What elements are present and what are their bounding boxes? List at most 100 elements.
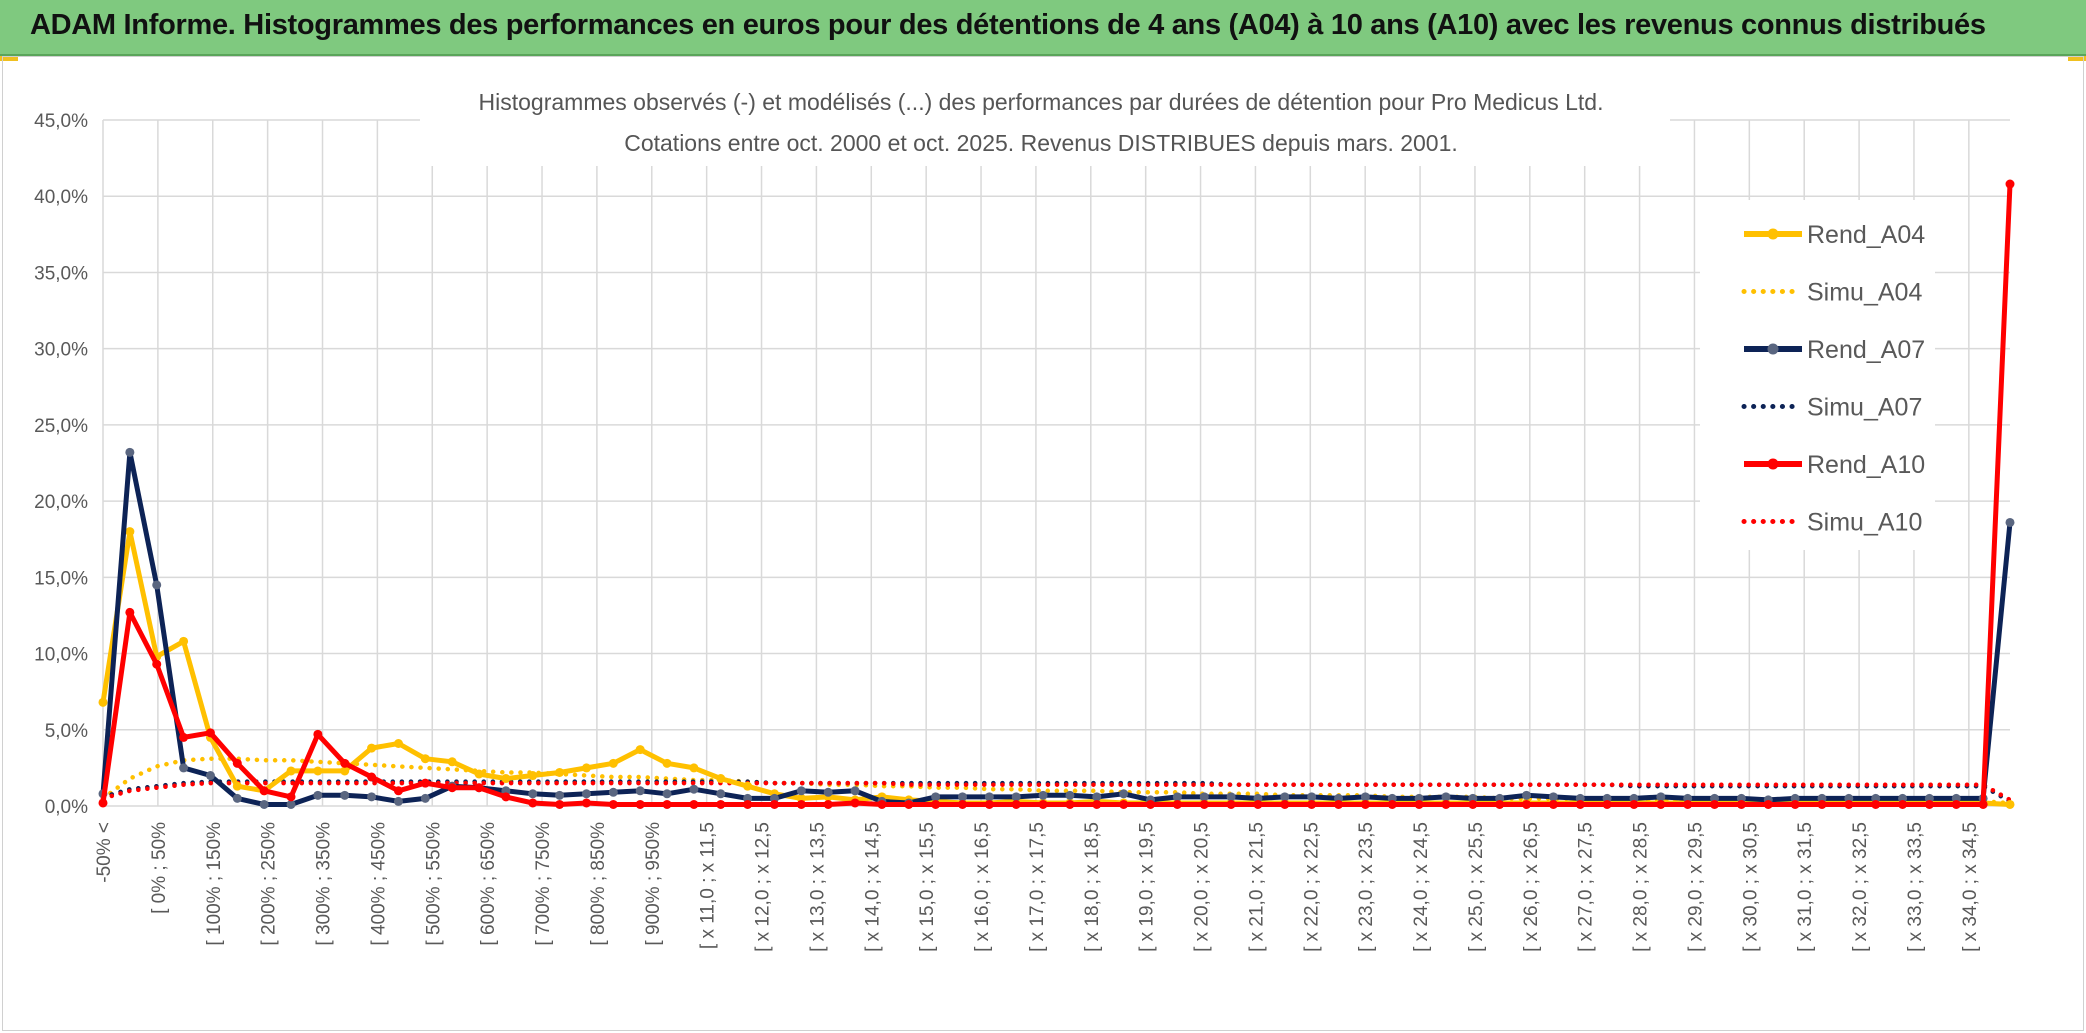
data-point-Rend_A10 — [1978, 799, 1988, 809]
data-point-Rend_A10 — [689, 799, 699, 809]
data-point-Rend_A07 — [716, 789, 726, 799]
data-point-Rend_A10 — [716, 799, 726, 809]
data-point-Rend_A10 — [796, 799, 806, 809]
corner-accent — [2068, 56, 2086, 61]
data-point-Rend_A07 — [581, 789, 591, 799]
data-point-Rend_A07 — [340, 790, 350, 800]
data-point-Rend_A10 — [474, 783, 484, 793]
data-point-Rend_A10 — [1683, 799, 1693, 809]
data-point-Rend_A10 — [1199, 799, 1209, 809]
data-point-Rend_A04 — [232, 781, 242, 791]
x-tick-label: [ x 24,0 ; x 24,5 — [1411, 822, 1432, 952]
data-point-Rend_A10 — [1790, 799, 1800, 809]
x-tick-label: [ x 28,0 ; x 28,5 — [1631, 822, 1652, 952]
data-point-Rend_A10 — [125, 607, 135, 617]
x-tick-label: [ 500% ; 550% — [423, 822, 444, 946]
data-point-Rend_A10 — [1065, 799, 1075, 809]
data-point-Rend_A10 — [286, 792, 296, 802]
data-point-Rend_A10 — [581, 798, 591, 808]
data-point-Rend_A10 — [1146, 799, 1156, 809]
data-point-Rend_A10 — [1495, 799, 1505, 809]
data-point-Rend_A10 — [904, 799, 914, 809]
x-tick-label: [ x 31,0 ; x 31,5 — [1795, 822, 1816, 952]
data-point-Rend_A07 — [367, 792, 377, 802]
data-point-Rend_A04 — [420, 754, 430, 764]
data-point-Rend_A07 — [823, 787, 833, 797]
data-point-Rend_A04 — [340, 766, 350, 776]
x-tick-label: [ 300% ; 350% — [314, 822, 335, 946]
data-point-Rend_A10 — [1011, 799, 1021, 809]
data-point-Rend_A10 — [1844, 799, 1854, 809]
data-point-Rend_A04 — [98, 697, 108, 707]
x-tick-label: [ 600% ; 650% — [478, 822, 499, 946]
data-point-Rend_A10 — [743, 799, 753, 809]
data-point-Rend_A10 — [447, 783, 457, 793]
data-point-Rend_A10 — [1468, 799, 1478, 809]
x-tick-label: -50% < — [94, 822, 115, 883]
data-point-Rend_A10 — [1334, 799, 1344, 809]
data-point-Rend_A10 — [1871, 799, 1881, 809]
data-point-Rend_A04 — [608, 758, 618, 768]
data-point-Rend_A10 — [1280, 799, 1290, 809]
x-tick-label: [ x 11,0 ; x 11,5 — [698, 822, 719, 949]
x-tick-label: [ x 18,0 ; x 18,5 — [1082, 822, 1103, 952]
data-point-Rend_A07 — [1119, 789, 1129, 799]
title-backdrop — [420, 82, 1670, 166]
chart-subtitle: Cotations entre oct. 2000 et oct. 2025. … — [624, 130, 1458, 156]
data-point-Rend_A04 — [313, 766, 323, 776]
data-point-Rend_A10 — [259, 786, 269, 796]
x-tick-label: [ x 21,0 ; x 21,5 — [1246, 822, 1267, 952]
legend-label: Simu_A04 — [1807, 279, 1922, 307]
data-point-Rend_A10 — [1548, 799, 1558, 809]
data-point-Rend_A10 — [1656, 799, 1666, 809]
y-tick-label: 35,0% — [34, 263, 88, 284]
x-tick-label: [ x 32,0 ; x 32,5 — [1850, 822, 1871, 952]
x-tick-label: [ x 20,0 ; x 20,5 — [1192, 822, 1213, 952]
data-point-Rend_A10 — [1817, 799, 1827, 809]
data-point-Rend_A10 — [1629, 799, 1639, 809]
data-point-Rend_A10 — [1736, 799, 1746, 809]
series-line-Rend_A04 — [100, 529, 2011, 807]
data-point-Rend_A10 — [1710, 799, 1720, 809]
legend-marker — [1767, 343, 1779, 355]
x-tick-label: [ x 27,0 ; x 27,5 — [1576, 822, 1597, 952]
data-point-Rend_A04 — [635, 745, 645, 755]
data-point-Rend_A07 — [259, 799, 269, 809]
data-point-Rend_A07 — [1360, 792, 1370, 802]
data-point-Rend_A10 — [501, 792, 511, 802]
x-tick-label: [ 0% ; 50% — [149, 822, 170, 914]
data-point-Rend_A07 — [1011, 792, 1021, 802]
x-tick-label: [ 700% ; 750% — [533, 822, 554, 946]
data-point-Rend_A10 — [1898, 799, 1908, 809]
data-point-Rend_A07 — [796, 786, 806, 796]
x-tick-label: [ x 13,0 ; x 13,5 — [807, 822, 828, 952]
data-point-Rend_A10 — [420, 778, 430, 788]
x-axis-ticks: -50% < [ 0% ; 50% [ 100% ; 150% [ 200% ; 25… — [94, 822, 1981, 952]
legend-marker — [1767, 228, 1779, 240]
data-point-Rend_A10 — [1253, 799, 1263, 809]
data-point-Rend_A10 — [662, 799, 672, 809]
y-tick-label: 0,0% — [45, 797, 88, 818]
data-point-Rend_A07 — [393, 796, 403, 806]
series-lines — [98, 179, 2015, 809]
x-tick-label: [ x 30,0 ; x 30,5 — [1740, 822, 1761, 952]
data-point-Rend_A07 — [179, 763, 189, 773]
data-point-Rend_A04 — [689, 763, 699, 773]
data-point-Rend_A07 — [931, 792, 941, 802]
data-point-Rend_A10 — [367, 772, 377, 782]
x-tick-label: [ x 26,0 ; x 26,5 — [1521, 822, 1542, 952]
data-point-Rend_A07 — [1441, 792, 1451, 802]
data-point-Rend_A10 — [957, 799, 967, 809]
data-point-Rend_A10 — [877, 799, 887, 809]
data-point-Rend_A10 — [931, 799, 941, 809]
data-point-Rend_A10 — [1414, 799, 1424, 809]
y-axis-ticks: 0,0% 5,0% 10,0% 15,0% 20,0% 25,0% 30,0% 35,0% 40… — [34, 111, 88, 818]
data-point-Rend_A10 — [1575, 799, 1585, 809]
y-tick-label: 10,0% — [34, 645, 88, 666]
data-point-Rend_A07 — [1522, 790, 1532, 800]
x-tick-label: [ 100% ; 150% — [204, 822, 225, 946]
data-point-Rend_A10 — [823, 799, 833, 809]
data-point-Rend_A07 — [1656, 792, 1666, 802]
data-point-Rend_A07 — [1065, 790, 1075, 800]
data-point-Rend_A10 — [205, 728, 215, 738]
